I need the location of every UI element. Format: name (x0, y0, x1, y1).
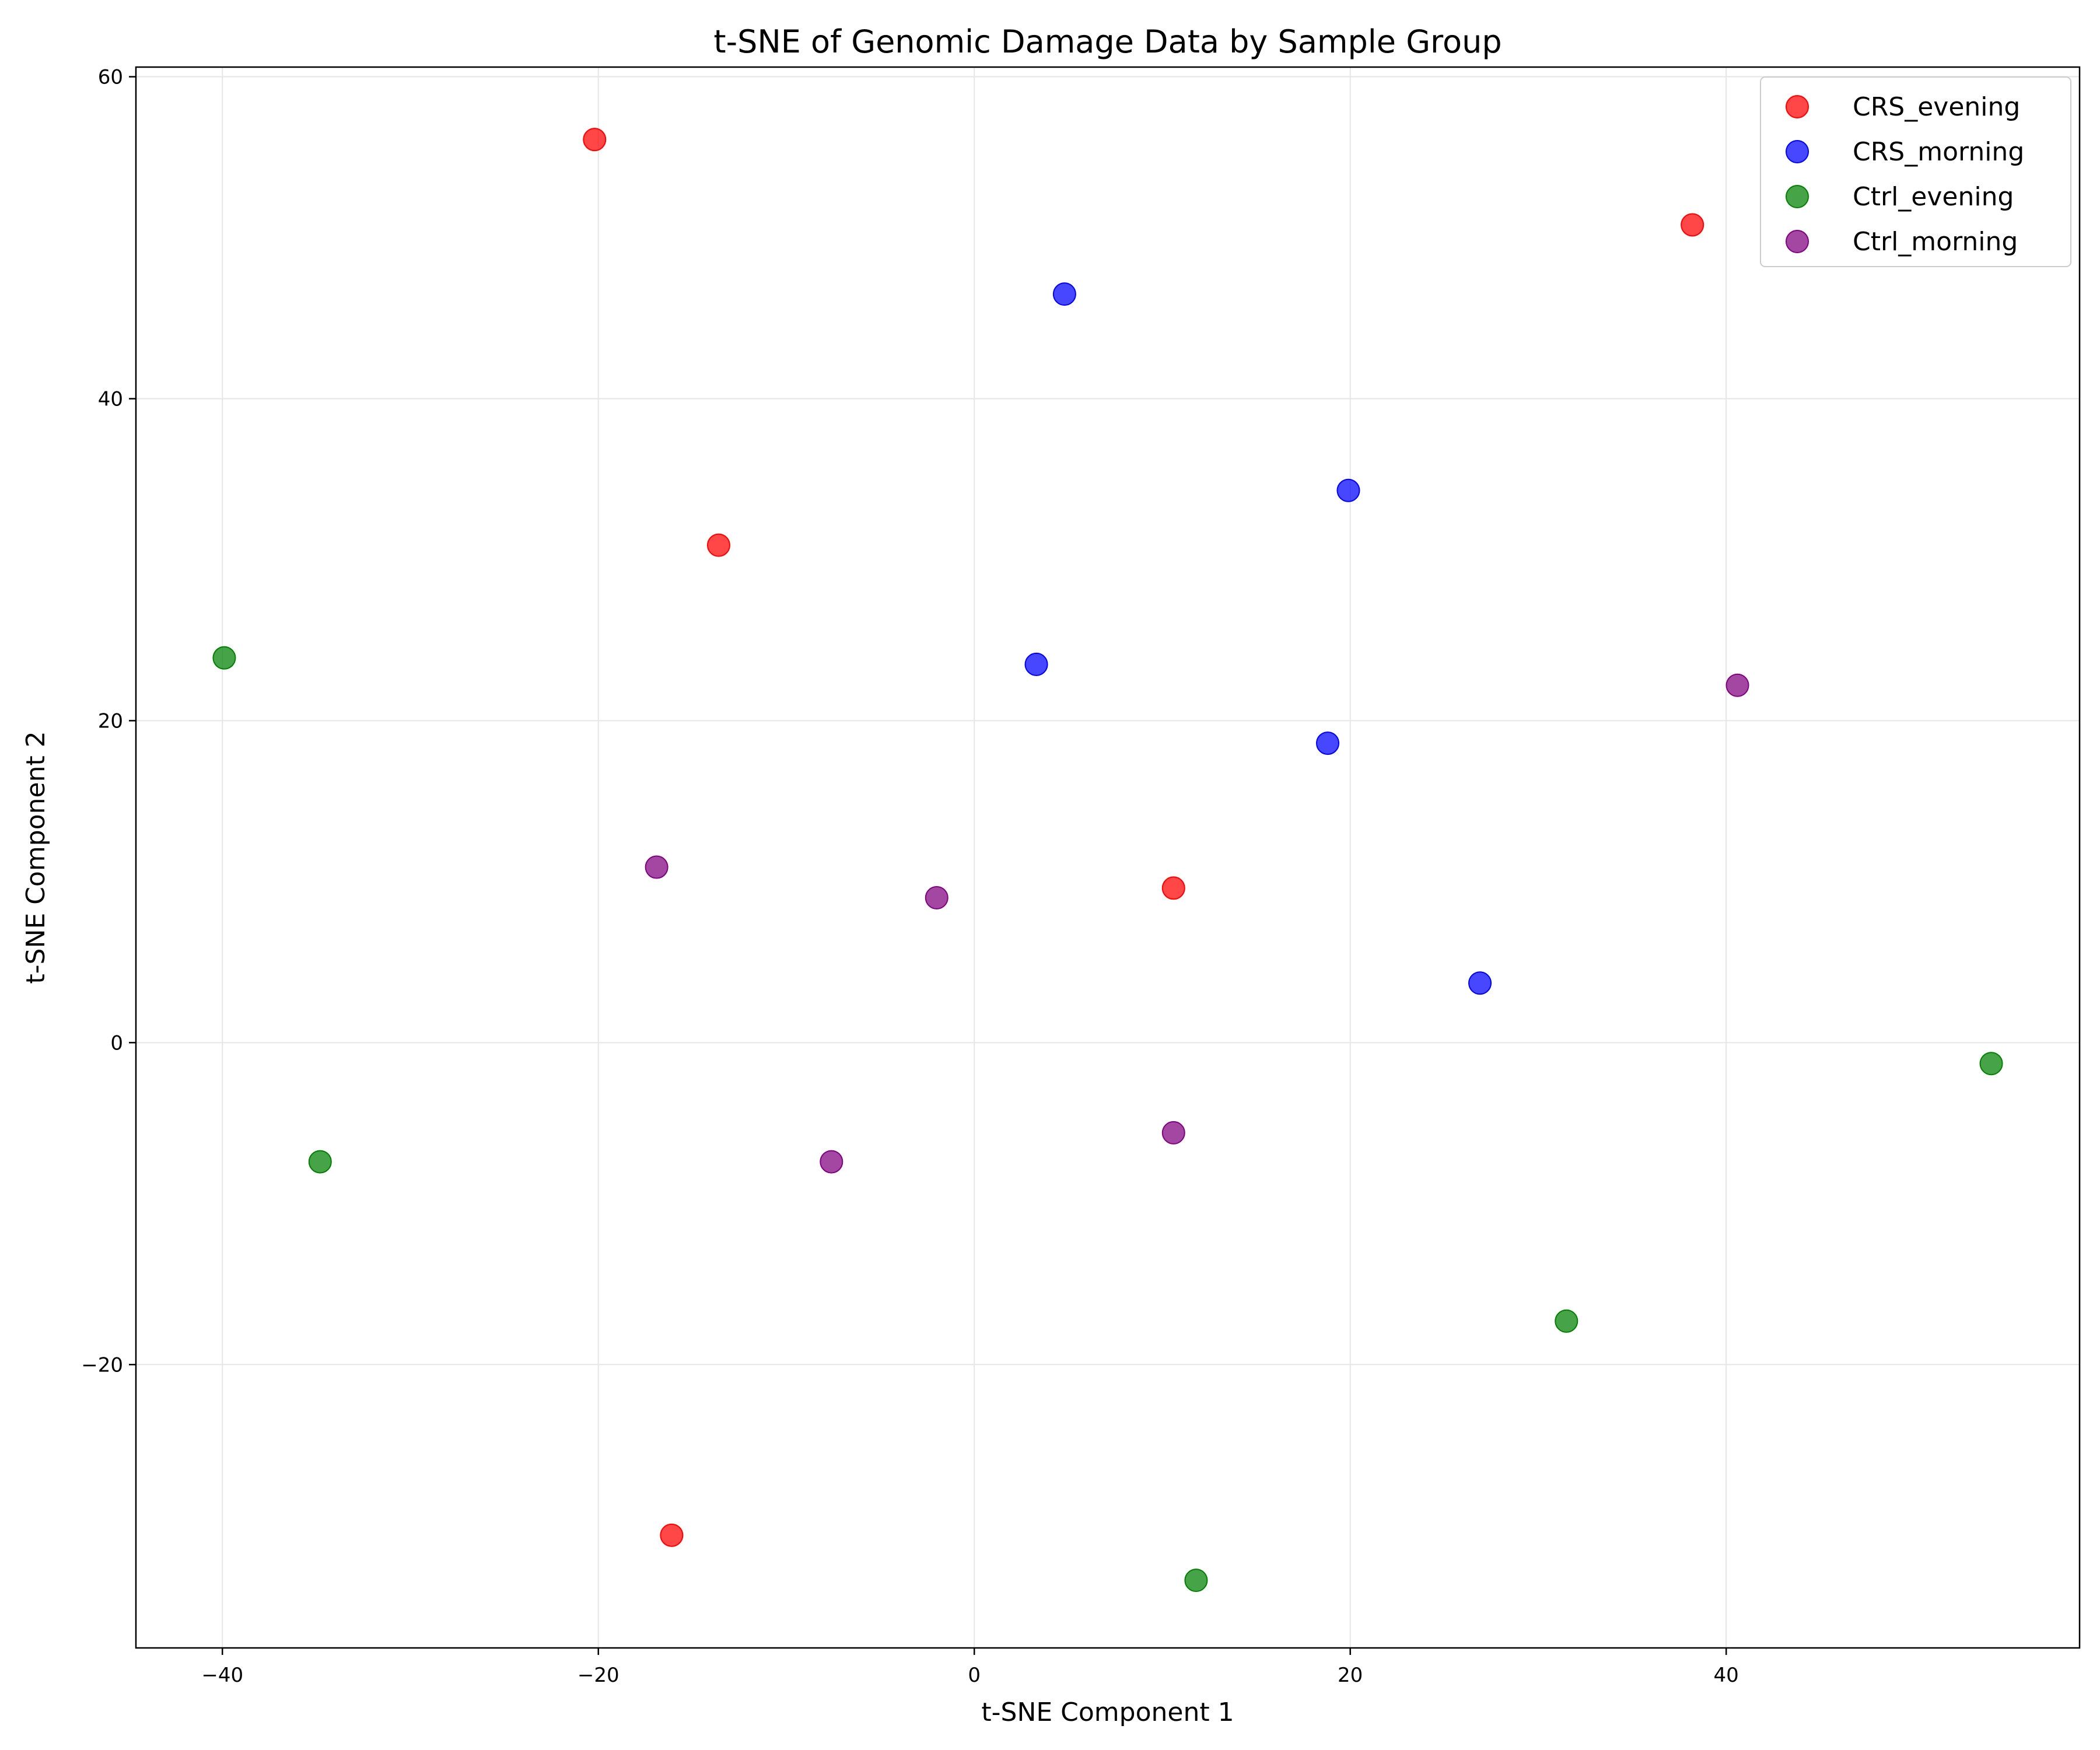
data-point (583, 128, 607, 152)
data-point (645, 855, 668, 879)
chart-title: t-SNE of Genomic Damage Data by Sample G… (713, 23, 1502, 60)
series-CRS_morning (1024, 282, 1492, 995)
legend-label: Ctrl_morning (1853, 227, 2018, 257)
axis-ticks: −40 −20 0 20 40 −20 0 20 40 60 (81, 66, 1739, 1687)
legend-label: Ctrl_evening (1853, 182, 2014, 212)
y-axis-title: t-SNE Component 2 (21, 731, 51, 984)
legend-label: CRS_morning (1853, 137, 2024, 167)
x-tick-label: −20 (578, 1664, 620, 1687)
data-point (308, 1150, 332, 1174)
data-point (1316, 732, 1340, 755)
y-tick-label: 60 (98, 66, 123, 89)
y-tick-label: 20 (98, 709, 123, 733)
data-point (1336, 478, 1360, 502)
data-point (1555, 1309, 1578, 1333)
x-tick-label: 40 (1714, 1664, 1739, 1687)
data-point (1468, 971, 1492, 995)
data-point (1161, 1121, 1185, 1144)
legend-marker (1786, 140, 1809, 163)
plot-frame (135, 66, 2081, 1649)
legend: CRS_evening CRS_morning Ctrl_evening Ctrl_m… (1760, 76, 2071, 267)
data-point (1726, 673, 1749, 697)
legend-marker (1786, 95, 1809, 118)
data-point (660, 1523, 684, 1547)
series-Ctrl_morning (645, 673, 1749, 1174)
x-tick-label: 0 (968, 1664, 981, 1687)
legend-box (1760, 76, 2071, 267)
legend-marker (1786, 230, 1809, 253)
x-axis-title: t-SNE Component 1 (981, 1698, 1234, 1727)
y-tick-label: 40 (98, 387, 123, 411)
data-point (1161, 876, 1185, 900)
data-point (820, 1150, 844, 1174)
grid-lines (136, 67, 2080, 1648)
data-point (1052, 282, 1076, 306)
data-points (212, 128, 2003, 1592)
data-point (1979, 1052, 2003, 1076)
data-point (706, 533, 730, 557)
data-point (1681, 213, 1704, 237)
y-tick-label: −20 (81, 1353, 123, 1377)
data-point (1184, 1569, 1208, 1592)
legend-label: CRS_evening (1853, 92, 2020, 122)
x-tick-label: −40 (201, 1664, 243, 1687)
y-tick-label: 0 (110, 1031, 123, 1055)
legend-marker (1786, 185, 1809, 208)
series-CRS_evening (583, 128, 1704, 1547)
data-point (212, 646, 236, 670)
data-point (1024, 652, 1048, 676)
data-point (925, 886, 949, 909)
series-Ctrl_evening (212, 646, 2003, 1592)
x-tick-label: 20 (1338, 1664, 1363, 1687)
